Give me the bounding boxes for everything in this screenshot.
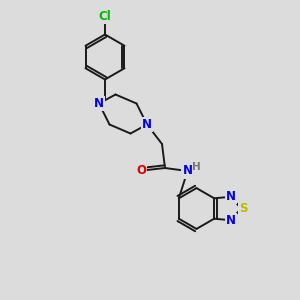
Text: S: S xyxy=(239,202,248,215)
Text: O: O xyxy=(136,164,146,177)
Text: H: H xyxy=(192,162,201,172)
Text: Cl: Cl xyxy=(99,10,111,23)
Text: N: N xyxy=(226,190,236,203)
Text: N: N xyxy=(94,97,104,110)
Text: N: N xyxy=(226,214,236,227)
Text: N: N xyxy=(182,164,193,178)
Text: N: N xyxy=(142,118,152,131)
